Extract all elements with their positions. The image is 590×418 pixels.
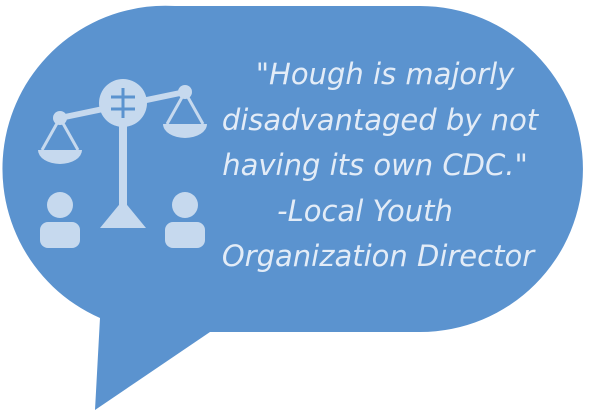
scale-pan xyxy=(38,150,82,164)
person-body xyxy=(40,222,80,248)
pan-string xyxy=(40,117,62,151)
person-body xyxy=(165,222,205,248)
scale-base xyxy=(100,200,146,228)
scale-pan xyxy=(163,124,207,138)
person-head xyxy=(172,192,198,218)
quote-line: having its own CDC." xyxy=(222,148,528,182)
quote-line: Organization Director xyxy=(222,239,536,273)
hub-symbol xyxy=(111,88,135,118)
quote-line: disadvantaged by not xyxy=(222,103,540,137)
quote-line: -Local Youth xyxy=(277,194,453,228)
pan-string xyxy=(183,91,205,125)
justice-icon xyxy=(38,79,207,248)
person-head xyxy=(47,192,73,218)
pan-string xyxy=(58,117,80,151)
speech-bubble xyxy=(2,5,583,410)
quote-line: "Hough is majorly xyxy=(256,57,515,91)
pan-string xyxy=(165,91,187,125)
